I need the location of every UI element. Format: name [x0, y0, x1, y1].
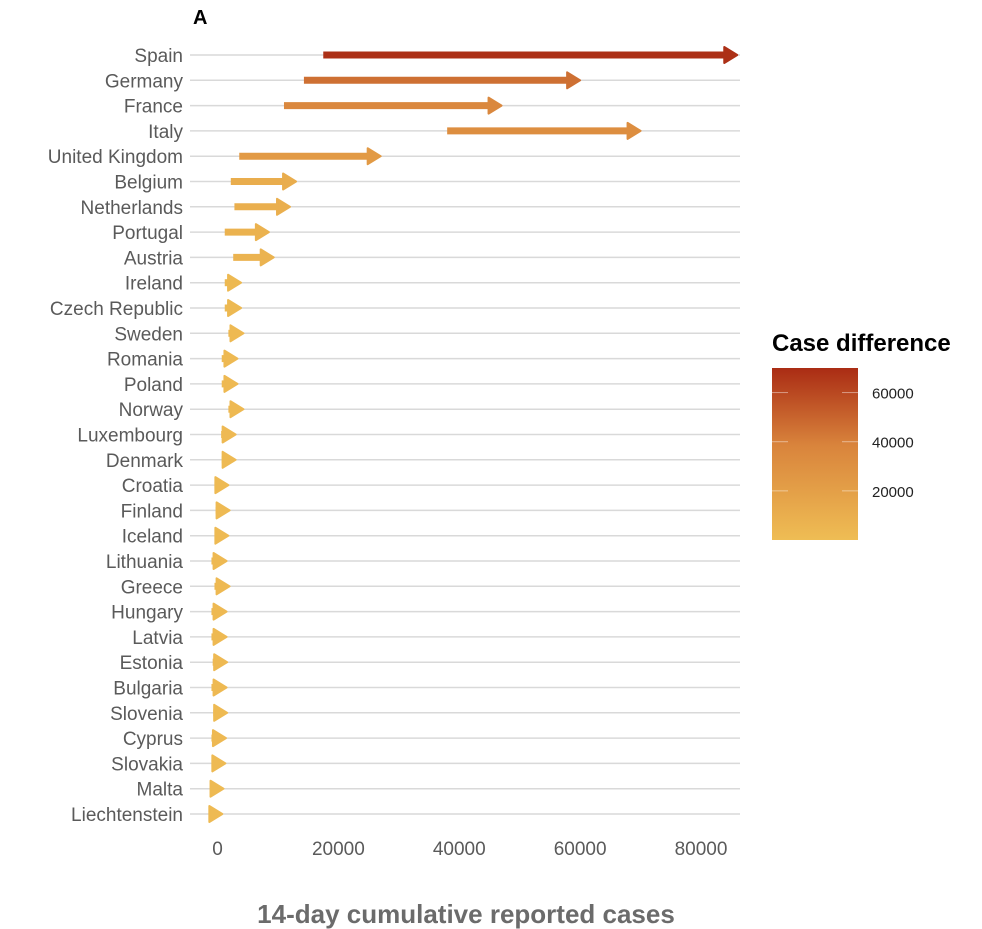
category-labels: Spain Germany France Italy United Kingdom Bel…: [48, 46, 184, 826]
x-tick-label: 0: [212, 839, 223, 860]
arrow-head: [223, 374, 239, 393]
category-label: Slovenia: [110, 704, 183, 725]
panel-label: A: [193, 7, 207, 29]
colorbar-tick-label: 40000: [872, 435, 914, 452]
arrow-head: [227, 273, 243, 292]
category-label: Romania: [107, 350, 183, 371]
arrow-head: [212, 602, 228, 621]
colorbar-tick-label: 20000: [872, 484, 914, 501]
legend-title: Case difference: [772, 330, 951, 357]
colorbar-tick-label: 60000: [872, 386, 914, 403]
category-label: Italy: [148, 122, 183, 143]
category-label: Sweden: [114, 324, 183, 345]
category-label: Greece: [121, 577, 183, 598]
category-label: Cyprus: [123, 729, 183, 750]
arrow-head: [229, 324, 245, 343]
arrow-head: [212, 678, 228, 697]
arrow-head: [212, 627, 228, 646]
arrow-head: [487, 96, 503, 115]
arrow-head: [276, 197, 292, 216]
category-label: Denmark: [106, 451, 184, 472]
colorbar-ticks: 20000 40000 60000: [772, 386, 914, 501]
arrow-head: [723, 46, 739, 64]
arrow-head: [211, 754, 227, 773]
arrow-head: [223, 349, 239, 368]
arrow-head: [282, 172, 298, 191]
arrow-head: [214, 476, 230, 495]
arrow-head: [209, 779, 225, 798]
x-axis-title: 14-day cumulative reported cases: [257, 899, 675, 929]
category-label: Luxembourg: [77, 426, 183, 447]
category-label: Germany: [105, 71, 184, 92]
category-label: France: [124, 97, 183, 118]
arrow-head: [227, 299, 243, 317]
arrow-head: [366, 147, 382, 166]
arrow-head: [215, 501, 231, 520]
arrow-head: [254, 223, 270, 242]
category-label: Belgium: [114, 173, 183, 194]
arrows: [208, 46, 739, 823]
x-tick-label: 20000: [312, 839, 365, 860]
arrow-head: [566, 71, 582, 90]
x-tick-label: 80000: [675, 839, 728, 860]
category-label: Lithuania: [106, 552, 184, 573]
arrow-head: [212, 552, 228, 570]
category-label: Norway: [119, 400, 184, 421]
arrow-head: [259, 248, 275, 267]
arrow-head: [221, 450, 237, 469]
category-label: United Kingdom: [48, 147, 183, 168]
arrow-head: [213, 703, 229, 722]
category-label: Spain: [134, 46, 183, 67]
category-label: Netherlands: [81, 198, 183, 219]
category-label: Hungary: [111, 603, 183, 624]
category-label: Malta: [137, 780, 184, 801]
x-tick-labels: 0 20000 40000 60000 80000: [212, 839, 727, 860]
arrow-head: [211, 729, 227, 748]
x-tick-label: 60000: [554, 839, 607, 860]
category-label: Finland: [121, 501, 183, 522]
category-label: Iceland: [122, 527, 183, 548]
category-label: Bulgaria: [113, 679, 183, 700]
category-label: Latvia: [132, 628, 183, 649]
category-label: Czech Republic: [50, 299, 183, 320]
category-label: Liechtenstein: [71, 805, 183, 826]
category-label: Croatia: [122, 476, 184, 497]
gridlines: [190, 54, 740, 815]
arrow-head: [215, 577, 231, 596]
arrow-head: [626, 121, 642, 140]
x-tick-label: 40000: [433, 839, 486, 860]
arrow-head: [229, 400, 245, 419]
category-label: Estonia: [120, 653, 184, 674]
category-label: Slovakia: [111, 754, 183, 775]
arrow-head: [221, 425, 237, 444]
category-label: Ireland: [125, 274, 183, 295]
category-label: Poland: [124, 375, 183, 396]
arrow-head: [214, 526, 230, 545]
category-label: Austria: [124, 248, 184, 269]
arrow-head: [208, 805, 224, 823]
category-label: Portugal: [112, 223, 183, 244]
legend: Case difference 20000 40000 60000: [772, 330, 951, 540]
arrow-head: [213, 653, 229, 672]
colorbar: [772, 368, 858, 540]
